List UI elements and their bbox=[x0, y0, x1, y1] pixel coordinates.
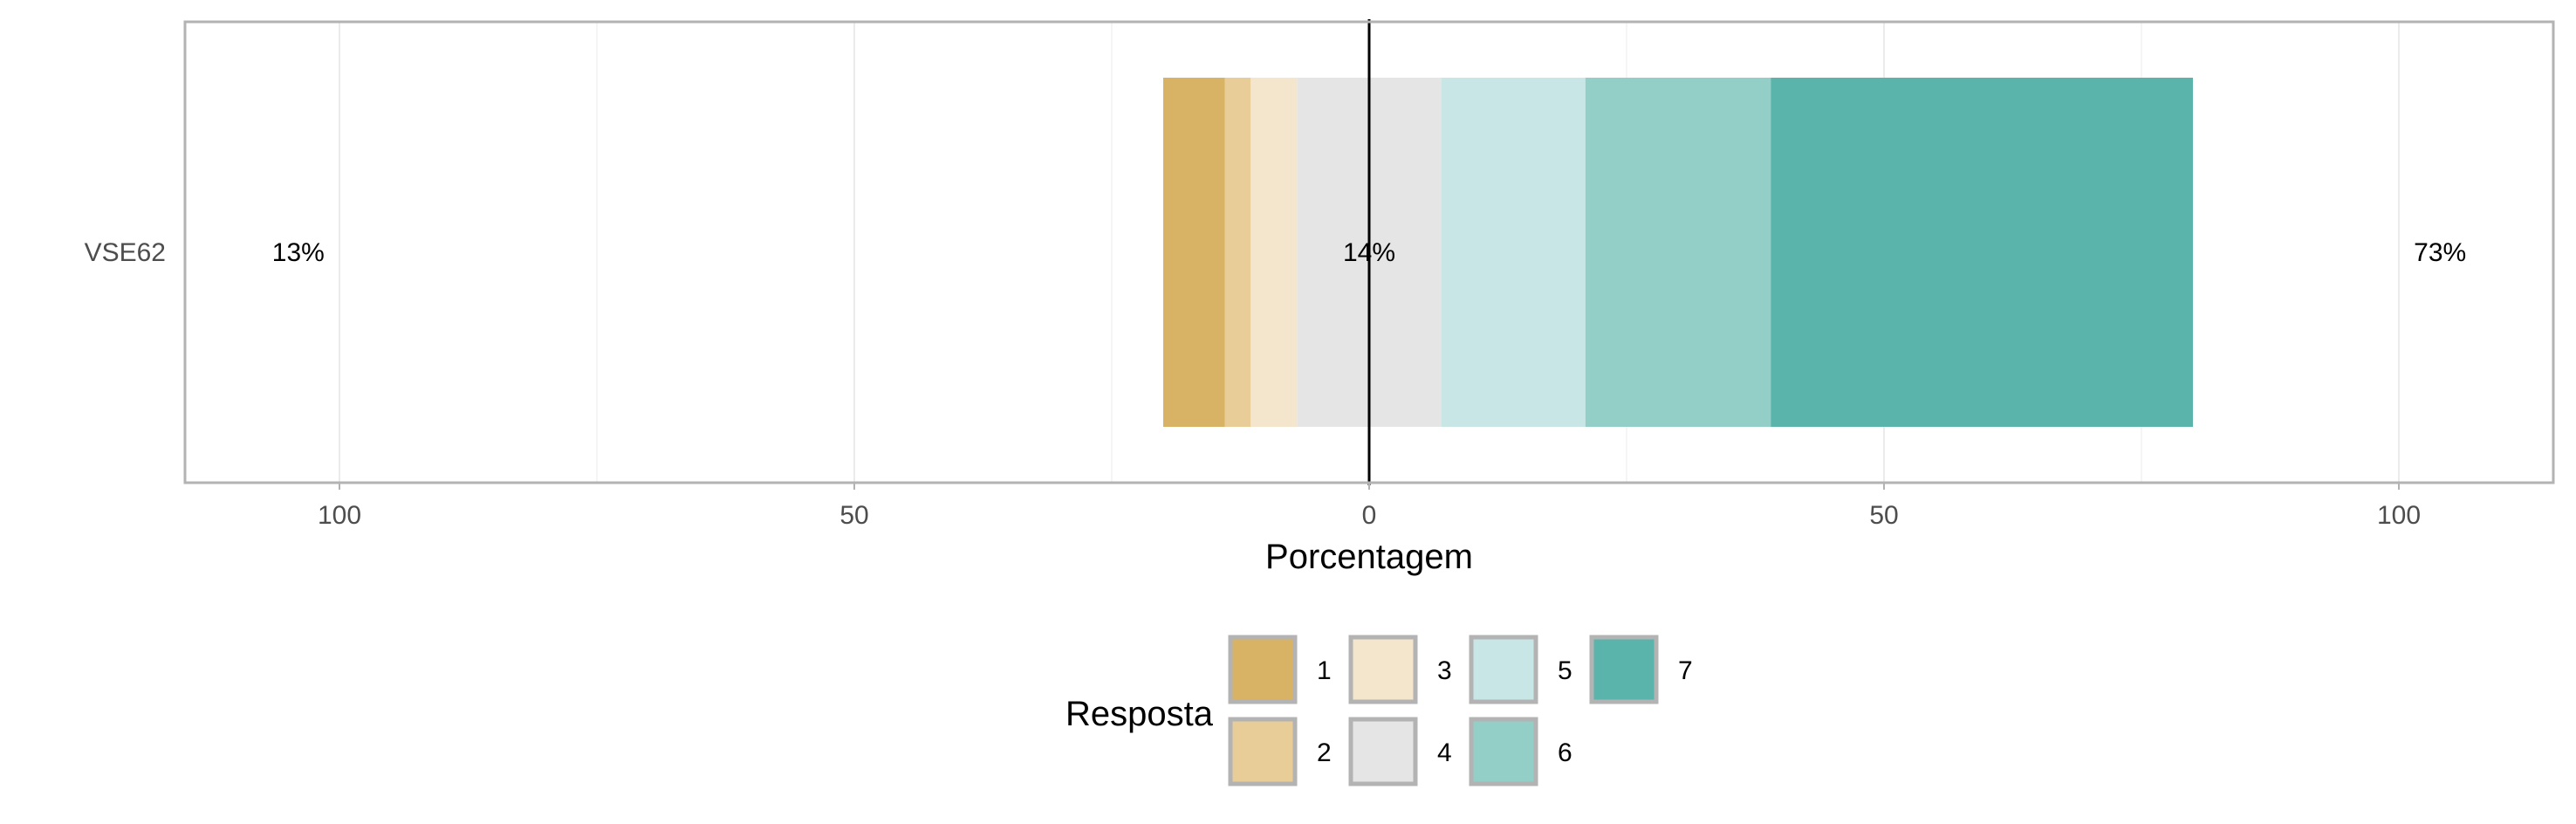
legend: Resposta 1 2 3 4 5 6 7 bbox=[1065, 635, 1693, 786]
percent-label-left: 13% bbox=[272, 238, 325, 267]
bar-segment-7 bbox=[1771, 78, 2193, 427]
bar-segment-3 bbox=[1250, 78, 1298, 427]
legend-label: 3 bbox=[1437, 656, 1452, 685]
legend-item-7: 7 bbox=[1589, 635, 1693, 704]
legend-items: 1 2 3 4 5 6 7 bbox=[1228, 635, 1693, 786]
legend-label: 6 bbox=[1558, 738, 1572, 767]
bar-segment-1 bbox=[1163, 78, 1225, 427]
legend-label: 4 bbox=[1437, 738, 1452, 767]
x-tick-label: 0 bbox=[1362, 501, 1377, 530]
bar-segment-5 bbox=[1441, 78, 1586, 427]
legend-label: 5 bbox=[1558, 656, 1572, 685]
legend-item-3: 3 bbox=[1348, 635, 1452, 704]
x-axis-title: Porcentagem bbox=[1265, 538, 1473, 576]
legend-label: 7 bbox=[1678, 656, 1693, 685]
legend-swatch bbox=[1469, 717, 1538, 786]
legend-item-5: 5 bbox=[1469, 635, 1572, 704]
legend-item-6: 6 bbox=[1469, 717, 1572, 786]
legend-label: 2 bbox=[1317, 738, 1332, 767]
legend-label: 1 bbox=[1317, 656, 1332, 685]
x-tick-label: 100 bbox=[2377, 501, 2421, 530]
x-tick-label: 50 bbox=[1869, 501, 1898, 530]
bar-segments bbox=[1163, 78, 2193, 427]
legend-swatch bbox=[1228, 635, 1298, 704]
legend-title: Resposta bbox=[1065, 695, 1214, 733]
legend-swatch bbox=[1589, 635, 1659, 704]
bar-segment-6 bbox=[1585, 78, 1771, 427]
legend-item-2: 2 bbox=[1228, 717, 1332, 786]
legend-item-4: 4 bbox=[1348, 717, 1452, 786]
legend-swatch bbox=[1469, 635, 1538, 704]
percent-label-center: 14% bbox=[1343, 238, 1395, 267]
x-tick-label: 50 bbox=[839, 501, 868, 530]
legend-swatch bbox=[1228, 717, 1298, 786]
legend-swatch bbox=[1348, 717, 1418, 786]
legend-item-1: 1 bbox=[1228, 635, 1332, 704]
category-label: VSE62 bbox=[85, 238, 166, 267]
bar-segment-2 bbox=[1224, 78, 1251, 427]
x-tick-label: 100 bbox=[318, 501, 361, 530]
legend-swatch bbox=[1348, 635, 1418, 704]
x-axis-ticks: 100 50 0 50 100 bbox=[318, 483, 2421, 530]
percent-label-right: 73% bbox=[2414, 238, 2466, 267]
